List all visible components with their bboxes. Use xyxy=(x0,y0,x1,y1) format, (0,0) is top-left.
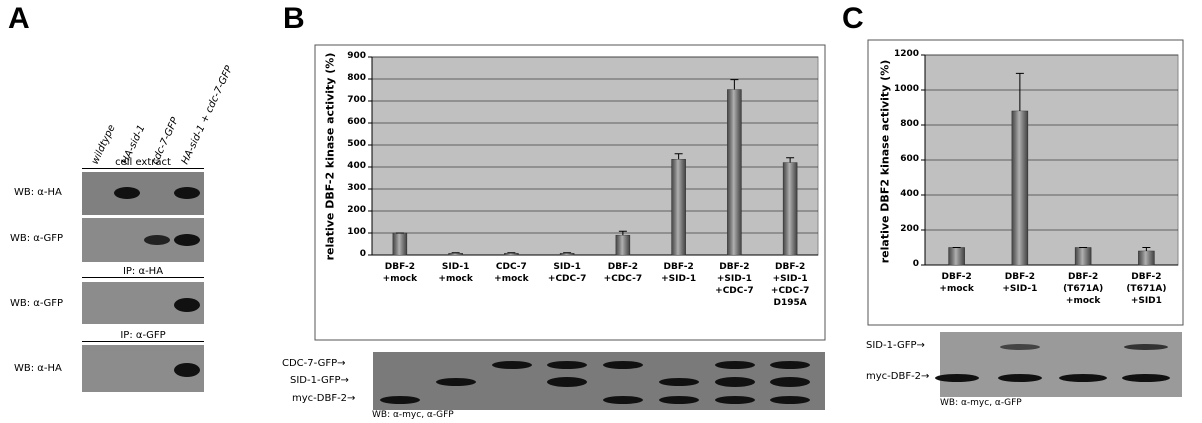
panel-letter: A xyxy=(8,2,30,36)
x-tick-label: DBF-2 (T671A) +mock xyxy=(1053,271,1113,307)
x-tick-label: DBF-2 +SID-1 xyxy=(649,261,709,285)
x-tick-label: DBF-2 +SID-1 +CDC-7 D195A xyxy=(760,261,820,309)
blot-label: myc-DBF-2→ xyxy=(292,393,355,404)
bar-shading xyxy=(393,233,407,255)
blot-caption: WB: α-myc, α-GFP xyxy=(372,410,454,420)
blot-caption: WB: α-myc, α-GFP xyxy=(940,398,1022,408)
blot-label: myc-DBF-2→ xyxy=(866,371,929,382)
x-tick-label: CDC-7 +mock xyxy=(481,261,541,285)
bar-shading xyxy=(504,253,518,255)
x-tick-label: DBF-2 +SID-1 +CDC-7 xyxy=(704,261,764,297)
bar-shading xyxy=(1138,251,1154,265)
x-tick-label: DBF-2 +SID-1 xyxy=(990,271,1050,295)
x-tick-label: DBF-2 +mock xyxy=(370,261,430,285)
bar-shading xyxy=(616,235,630,255)
bar-shading xyxy=(949,248,965,266)
x-tick-label: DBF-2 +mock xyxy=(927,271,987,295)
y-axis-label: relative DBF-2 kinase activity (%) xyxy=(324,27,337,287)
bar-shading xyxy=(1012,111,1028,265)
x-tick-label: DBF-2 +CDC-7 xyxy=(593,261,653,285)
figure: wildtype HA-sid-1 cdc-7-GFP HA-sid-1 + c… xyxy=(0,0,1202,423)
bar-shading xyxy=(560,253,574,255)
bar-shading xyxy=(449,253,463,255)
x-tick-label: SID-1 +CDC-7 xyxy=(537,261,597,285)
blot-header: IP: α-HA xyxy=(82,266,204,278)
figure-graphics: wildtype HA-sid-1 cdc-7-GFP HA-sid-1 + c… xyxy=(0,0,1202,423)
plot-area xyxy=(372,57,818,255)
bar-shading xyxy=(783,163,797,255)
row-label: WB: α-HA xyxy=(14,363,62,374)
row-label: WB: α-HA xyxy=(14,187,62,198)
bar-shading xyxy=(727,90,741,255)
x-tick-label: SID-1 +mock xyxy=(426,261,486,285)
bar-shading xyxy=(672,159,686,255)
panel-letter: C xyxy=(842,2,864,36)
row-label: WB: α-GFP xyxy=(10,298,63,309)
panel-letter: B xyxy=(283,2,305,36)
row-label: WB: α-GFP xyxy=(10,233,63,244)
y-axis-label: relative DBF2 kinase activity (%) xyxy=(879,32,892,292)
blot-label: SID-1-GFP→ xyxy=(290,375,349,386)
blot-label: CDC-7-GFP→ xyxy=(282,358,346,369)
blots-a xyxy=(82,172,204,392)
column-label: HA-sid-1 + cdc-7-GFP xyxy=(180,63,236,166)
blot-label: SID-1-GFP→ xyxy=(866,340,925,351)
blot-b xyxy=(373,352,825,410)
blot-header: IP: α-GFP xyxy=(82,330,204,342)
bar-shading xyxy=(1075,248,1091,266)
x-tick-label: DBF-2 (T671A) +SID1 xyxy=(1116,271,1176,307)
blot-header: cell extract xyxy=(82,157,204,169)
blot-c xyxy=(935,332,1182,397)
